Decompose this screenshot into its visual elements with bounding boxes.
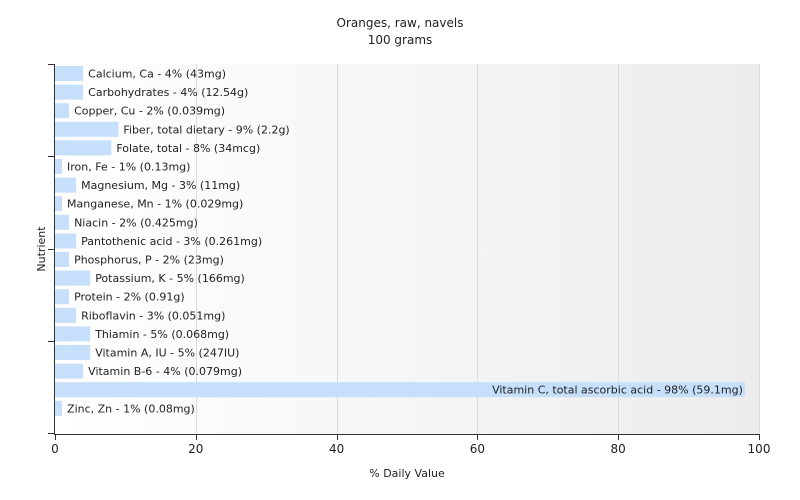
bar-label: Calcium, Ca - 4% (43mg)	[88, 68, 226, 81]
bars: Calcium, Ca - 4% (43mg) Carbohydrates - 4…	[55, 66, 745, 416]
bar-label: Vitamin B-6 - 4% (0.079mg)	[88, 365, 242, 378]
bar	[55, 196, 63, 212]
bar	[55, 121, 119, 137]
gridlines	[196, 64, 760, 434]
bar	[55, 270, 91, 286]
bar-label: Folate, total - 8% (34mcg)	[116, 142, 260, 155]
bar-label: Riboflavin - 3% (0.051mg)	[81, 309, 225, 322]
bar	[55, 363, 84, 379]
y-axis-label: Nutrient	[35, 226, 48, 272]
x-tick-label: 20	[188, 442, 203, 456]
bar-label: Vitamin A, IU - 5% (247IU)	[95, 347, 239, 360]
bar	[55, 66, 84, 81]
bar	[55, 307, 77, 323]
axes	[48, 64, 760, 435]
x-tick-label: 80	[611, 442, 626, 456]
bar-label: Carbohydrates - 4% (12.54g)	[88, 86, 248, 99]
bar	[55, 382, 745, 398]
bar-label: Vitamin C, total ascorbic acid - 98% (59…	[492, 384, 743, 397]
chart-subtitle: 100 grams	[368, 33, 433, 47]
bar-label: Niacin - 2% (0.425mg)	[74, 216, 198, 229]
bar-label: Iron, Fe - 1% (0.13mg)	[67, 161, 190, 174]
x-tick-label: 0	[51, 442, 59, 456]
bar-label: Phosphorus, P - 2% (23mg)	[74, 254, 224, 267]
bar	[55, 289, 70, 305]
bar	[55, 326, 91, 342]
x-axis-label: % Daily Value	[369, 467, 445, 480]
chart-title: Oranges, raw, navels	[337, 16, 464, 30]
bar	[55, 159, 63, 174]
plot-area	[55, 64, 760, 434]
x-tick-label: 100	[748, 442, 771, 456]
bar-label: Pantothenic acid - 3% (0.261mg)	[81, 235, 262, 248]
bar-label: Potassium, K - 5% (166mg)	[95, 272, 245, 285]
bar	[55, 233, 77, 249]
bar	[55, 140, 112, 156]
bar	[55, 345, 91, 360]
x-tick-label: 60	[470, 442, 485, 456]
bar-label: Thiamin - 5% (0.068mg)	[94, 328, 229, 341]
bar	[55, 252, 70, 267]
bar-label: Magnesium, Mg - 3% (11mg)	[81, 179, 240, 192]
bar	[55, 177, 77, 193]
bar-label: Copper, Cu - 2% (0.039mg)	[74, 105, 225, 118]
x-tick-labels: 0 20 40 60 80 100	[51, 434, 770, 456]
x-tick-label: 40	[329, 442, 344, 456]
bar-label: Fiber, total dietary - 9% (2.2g)	[123, 123, 289, 136]
bar	[55, 214, 70, 230]
bar	[55, 103, 70, 119]
bar-label: Manganese, Mn - 1% (0.029mg)	[67, 198, 243, 211]
bar	[55, 400, 63, 416]
bar-label: Protein - 2% (0.91g)	[74, 291, 185, 304]
bar	[55, 84, 84, 100]
bar-label: Zinc, Zn - 1% (0.08mg)	[67, 402, 195, 415]
